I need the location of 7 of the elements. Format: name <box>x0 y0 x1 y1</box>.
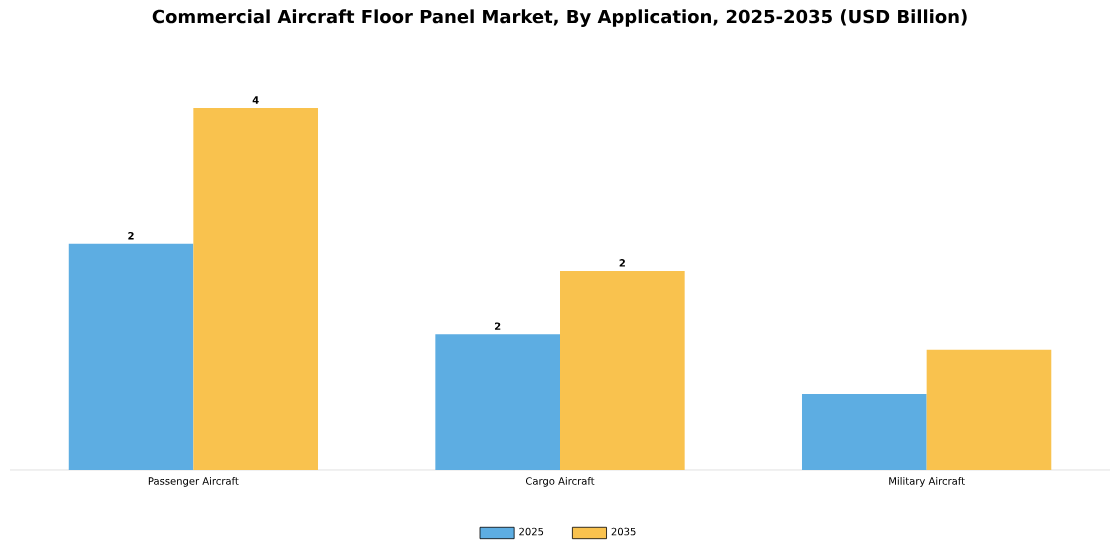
bar <box>926 349 1052 470</box>
chart-title: Commercial Aircraft Floor Panel Market, By Application, 2025-2035 (USD Billion) <box>152 9 967 27</box>
bar <box>68 243 194 470</box>
bar <box>435 334 560 470</box>
bar <box>560 270 685 470</box>
bar <box>193 108 319 470</box>
bar <box>801 393 927 470</box>
